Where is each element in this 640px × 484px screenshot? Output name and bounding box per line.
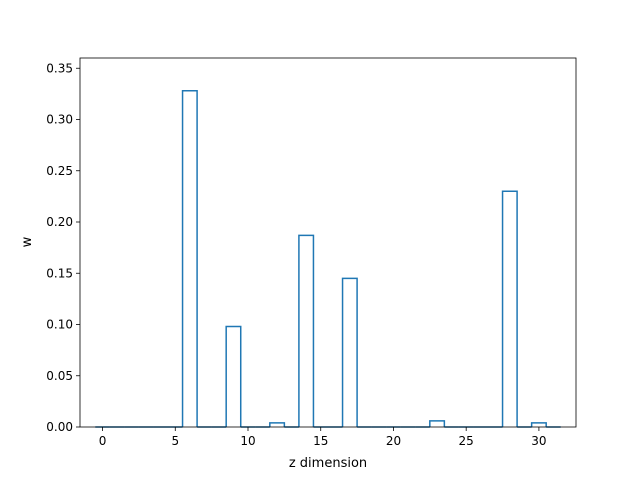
y-tick-label: 0.10 [46,318,73,332]
x-tick-label: 20 [386,434,401,448]
bar [225,325,242,427]
x-tick-label: 10 [240,434,255,448]
bar [298,234,315,427]
y-tick-label: 0.20 [46,215,73,229]
y-tick-label: 0.15 [46,266,73,280]
y-tick-label: 0.05 [46,369,73,383]
axes-layer: 0 5 10 15 20 25 30 0.00 0.05 0.10 0.15 0.20 0.25 0.30… [46,57,577,448]
bar [341,277,358,427]
bar [269,422,286,427]
y-tick-label: 0.35 [46,61,73,75]
y-axis-label: w [20,236,35,247]
x-axis-label: z dimension [289,456,367,471]
x-tick-label: 30 [531,434,546,448]
bar [530,422,547,427]
bar [501,190,518,427]
axes-frame [79,57,577,428]
x-tick-label: 5 [171,434,179,448]
bar [429,420,446,427]
x-tick-label: 0 [99,434,107,448]
y-tick-label: 0.25 [46,164,73,178]
y-tick-label: 0.00 [46,420,73,434]
y-tick-label: 0.30 [46,113,73,127]
x-tick-label: 25 [459,434,474,448]
bar [181,90,198,427]
x-tick-label: 15 [313,434,328,448]
